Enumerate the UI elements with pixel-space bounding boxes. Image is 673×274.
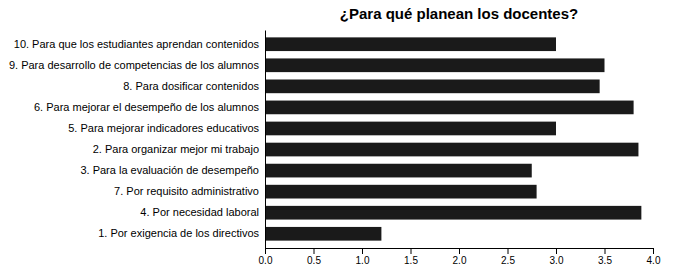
bar [265, 37, 556, 51]
tick-label: 6. Para mejorar el desempeño de los alum… [34, 101, 260, 113]
tick: 5. Para mejorar indicadores educativos [68, 122, 259, 134]
axis-line [265, 31, 266, 249]
tick-label: 9. Para desarrollo de competencias de lo… [9, 59, 260, 71]
tick-label: 0.5 [307, 255, 321, 266]
tick-label: 1.5 [404, 255, 418, 266]
tick-label: 8. Para dosificar contenidos [123, 80, 259, 92]
tick-mark [411, 248, 412, 254]
tick: 6. Para mejorar el desempeño de los alum… [34, 101, 260, 113]
tick: 0.0 [259, 248, 273, 266]
tick-mark [362, 248, 363, 254]
chart: 0.0 0.5 1.0 1.5 2.0 2.5 3.0 3.5 4.0 10. Para que … [0, 0, 673, 274]
bar [265, 101, 634, 115]
tick-label: 3. Para la evaluación de desempeño [80, 164, 259, 176]
tick-mark [653, 248, 654, 254]
tick-label: 10. Para que los estudiantes aprendan co… [14, 38, 260, 50]
tick: 1.5 [404, 248, 418, 266]
tick-label: 7. Por requisito administrativo [114, 185, 259, 197]
bar [265, 206, 641, 220]
tick-mark [265, 248, 266, 254]
tick: 8. Para dosificar contenidos [123, 80, 259, 92]
tick: 3. Para la evaluación de desempeño [80, 164, 259, 176]
tick: 4.0 [647, 248, 661, 266]
bar [265, 79, 600, 93]
tick-label: 2.5 [501, 255, 515, 266]
axis-line [266, 249, 654, 255]
bar [265, 122, 556, 136]
tick-label: 2.0 [453, 255, 467, 266]
bar [265, 143, 638, 157]
tick-mark [508, 248, 509, 254]
tick-label: 4.0 [647, 255, 661, 266]
plot: 0.0 0.5 1.0 1.5 2.0 2.5 3.0 3.5 4.0 10. Para que … [9, 31, 661, 267]
bar [265, 227, 381, 241]
tick: 2.0 [453, 248, 467, 266]
tick: 9. Para desarrollo de competencias de lo… [9, 59, 260, 71]
tick: 1.0 [356, 248, 370, 266]
x-axis: 0.0 0.5 1.0 1.5 2.0 2.5 3.0 3.5 4.0 [259, 248, 661, 266]
tick-label: 0.0 [259, 255, 273, 266]
tick: 3.5 [598, 248, 612, 266]
tick-label: 5. Para mejorar indicadores educativos [68, 122, 259, 134]
tick-label: 3.5 [598, 255, 612, 266]
tick: 1. Por exigencia de los directivos [98, 227, 259, 239]
bar [265, 185, 537, 199]
title: ¿Para qué planean los docentes? [340, 5, 578, 22]
tick: 7. Por requisito administrativo [114, 185, 259, 197]
y-axis: 10. Para que los estudiantes aprendan co… [9, 31, 266, 249]
tick: 4. Por necesidad laboral [140, 206, 259, 218]
tick: 2. Para organizar mejor mi trabajo [93, 143, 259, 155]
tick: 0.5 [307, 248, 321, 266]
tick-mark [605, 248, 606, 254]
tick-label: 2. Para organizar mejor mi trabajo [93, 143, 259, 155]
bar [265, 164, 532, 178]
tick-mark [314, 248, 315, 254]
tick-label: 3.0 [550, 255, 564, 266]
tick: 2.5 [501, 248, 515, 266]
tick-mark [459, 248, 460, 254]
tick-label: 1. Por exigencia de los directivos [98, 227, 259, 239]
tick: 3.0 [550, 248, 564, 266]
bar [265, 58, 605, 72]
tick: 10. Para que los estudiantes aprendan co… [14, 38, 260, 50]
tick-label: 1.0 [356, 255, 370, 266]
tick-label: 4. Por necesidad laboral [140, 206, 259, 218]
bars [265, 37, 641, 240]
tick-mark [556, 248, 557, 254]
